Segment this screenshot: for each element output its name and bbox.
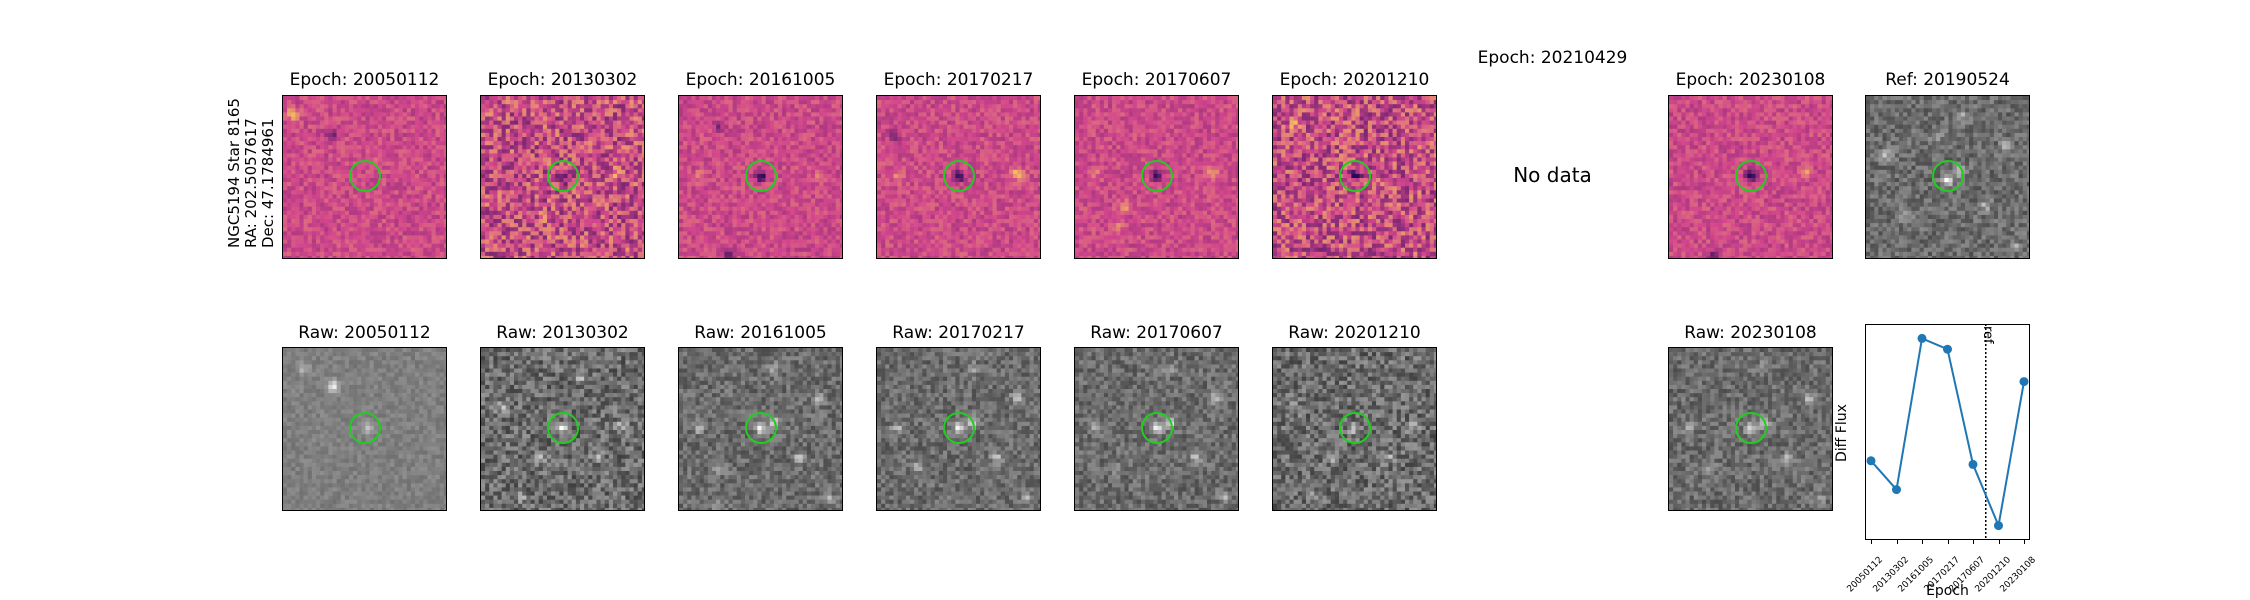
diff-image-1 xyxy=(480,95,645,259)
target-marker-circle xyxy=(1735,160,1767,192)
diff-image-5 xyxy=(1272,95,1437,259)
diff-title-3: Epoch: 20170217 xyxy=(876,70,1041,90)
target-marker-circle xyxy=(1141,412,1173,444)
raw-image-4 xyxy=(1074,347,1239,511)
target-marker-circle xyxy=(349,160,381,192)
ref-image xyxy=(1865,95,2030,259)
raw-title-6: Raw: 20230108 xyxy=(1668,323,1833,343)
raw-image-1 xyxy=(480,347,645,511)
diff-image-2 xyxy=(678,95,843,259)
target-marker-circle xyxy=(547,412,579,444)
flux-point xyxy=(1968,459,1978,469)
flux-point xyxy=(1994,521,2003,531)
no-data-label: No data xyxy=(1470,163,1635,187)
x-tick xyxy=(1896,540,1898,544)
raw-title-2: Raw: 20161005 xyxy=(678,323,843,343)
target-marker-circle xyxy=(1141,160,1173,192)
target-marker-circle xyxy=(1932,160,1964,192)
x-tick xyxy=(1947,540,1949,544)
raw-image-3 xyxy=(876,347,1041,511)
x-tick xyxy=(1998,540,2000,544)
diff-image-3 xyxy=(876,95,1041,259)
diff-image-7 xyxy=(1668,95,1833,259)
diff-title-1: Epoch: 20130302 xyxy=(480,70,645,90)
raw-title-5: Raw: 20201210 xyxy=(1272,323,1437,343)
x-tick xyxy=(1973,540,1974,544)
diff-title-4: Epoch: 20170607 xyxy=(1074,70,1239,90)
light-curve-chart: ref xyxy=(1865,324,2030,540)
raw-image-0 xyxy=(282,347,447,511)
target-name: NGC5194 Star 8165 xyxy=(225,98,243,248)
chart-frame xyxy=(1865,324,2030,540)
x-tick xyxy=(1922,540,1923,544)
diff-title-5: Epoch: 20201210 xyxy=(1272,70,1437,90)
flux-series-line xyxy=(1870,336,2025,530)
diff-title-2: Epoch: 20161005 xyxy=(678,70,843,90)
flux-point xyxy=(1866,456,1876,466)
raw-title-3: Raw: 20170217 xyxy=(876,323,1041,343)
x-tick xyxy=(1871,540,1872,544)
y-axis-label-wrap: Diff Flux xyxy=(1832,404,1852,500)
diff-image-0 xyxy=(282,95,447,259)
diff-image-4 xyxy=(1074,95,1239,259)
flux-point xyxy=(1892,485,1901,495)
target-dec: Dec: 47.1784961 xyxy=(259,98,277,248)
x-tick xyxy=(2024,540,2025,544)
ref-line-label: ref xyxy=(1980,326,1995,344)
y-axis-label: Diff Flux xyxy=(1834,404,1850,462)
target-marker-circle xyxy=(745,412,777,444)
raw-image-2 xyxy=(678,347,843,511)
flux-point xyxy=(1917,333,1927,343)
target-marker-circle xyxy=(1339,160,1371,192)
target-marker-circle xyxy=(1735,412,1767,444)
target-marker-circle xyxy=(547,160,579,192)
target-ra: RA: 202.5057617 xyxy=(242,98,260,248)
raw-title-1: Raw: 20130302 xyxy=(480,323,645,343)
x-axis-label: Epoch xyxy=(1865,583,2030,599)
diff-title-6: Epoch: 20210429 xyxy=(1470,48,1635,68)
target-marker-circle xyxy=(745,160,777,192)
target-marker-circle xyxy=(1339,412,1371,444)
target-marker-circle xyxy=(349,412,381,444)
target-info: NGC5194 Star 8165 RA: 202.5057617 Dec: 4… xyxy=(224,98,277,248)
target-marker-circle xyxy=(943,412,975,444)
flux-point xyxy=(2019,377,2029,387)
raw-title-0: Raw: 20050112 xyxy=(282,323,447,343)
diff-title-0: Epoch: 20050112 xyxy=(282,70,447,90)
raw-title-4: Raw: 20170607 xyxy=(1074,323,1239,343)
diff-title-7: Epoch: 20230108 xyxy=(1668,70,1833,90)
ref-title: Ref: 20190524 xyxy=(1865,70,2030,90)
raw-image-5 xyxy=(1272,347,1437,511)
target-marker-circle xyxy=(943,160,975,192)
flux-point xyxy=(1943,344,1952,354)
raw-image-6 xyxy=(1668,347,1833,511)
